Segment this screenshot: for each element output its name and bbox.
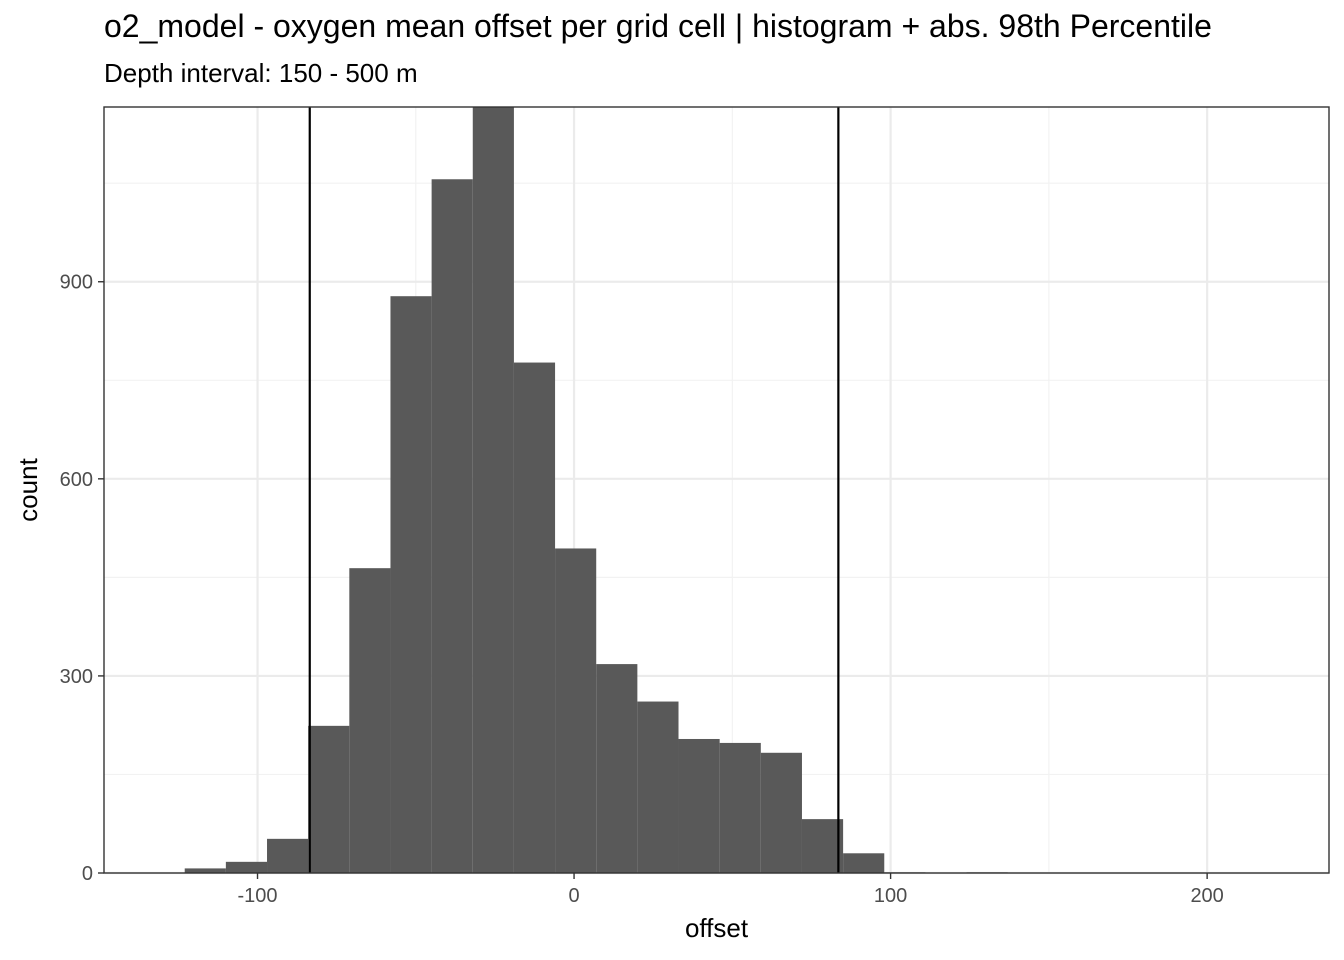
histogram-bar	[349, 568, 391, 873]
histogram-bar	[843, 853, 885, 873]
x-axis-ticks: -100 0 100 200	[238, 873, 1224, 907]
panel-border	[103, 106, 1330, 874]
histogram-bar	[719, 742, 761, 873]
percentile-lines	[308, 107, 840, 873]
histogram-bar	[472, 107, 514, 873]
x-tick-label: 0	[568, 885, 579, 907]
x-axis-title: offset	[685, 913, 749, 943]
y-axis-ticks: 0 300 600 900	[60, 272, 104, 885]
y-axis-title: count	[13, 457, 43, 521]
y-tick-label: 300	[60, 666, 93, 688]
x-tick-label: 100	[874, 885, 907, 907]
chart-title: o2_model - oxygen mean offset per grid c…	[104, 8, 1212, 44]
histogram-bar	[596, 664, 638, 873]
histogram-bar	[308, 725, 350, 873]
histogram-bars	[184, 107, 1008, 873]
y-tick-label: 0	[82, 863, 93, 885]
y-tick-label: 600	[60, 469, 93, 491]
histogram-bar	[267, 838, 309, 873]
minor-gridlines	[104, 107, 1329, 873]
histogram-bar	[513, 362, 556, 873]
histogram-bar	[431, 179, 473, 873]
chart-subtitle: Depth interval: 150 - 500 m	[104, 58, 418, 88]
histogram-bar	[678, 738, 720, 873]
histogram-bar	[637, 701, 679, 873]
x-tick-label: 200	[1190, 885, 1223, 907]
y-tick-label: 900	[60, 272, 93, 294]
histogram-bar	[184, 868, 226, 873]
histogram-bar	[555, 548, 597, 873]
x-tick-label: -100	[238, 885, 278, 907]
histogram-bar	[390, 296, 432, 873]
histogram-bar	[801, 819, 844, 873]
histogram-bar	[225, 861, 268, 873]
histogram-bar	[760, 752, 802, 873]
